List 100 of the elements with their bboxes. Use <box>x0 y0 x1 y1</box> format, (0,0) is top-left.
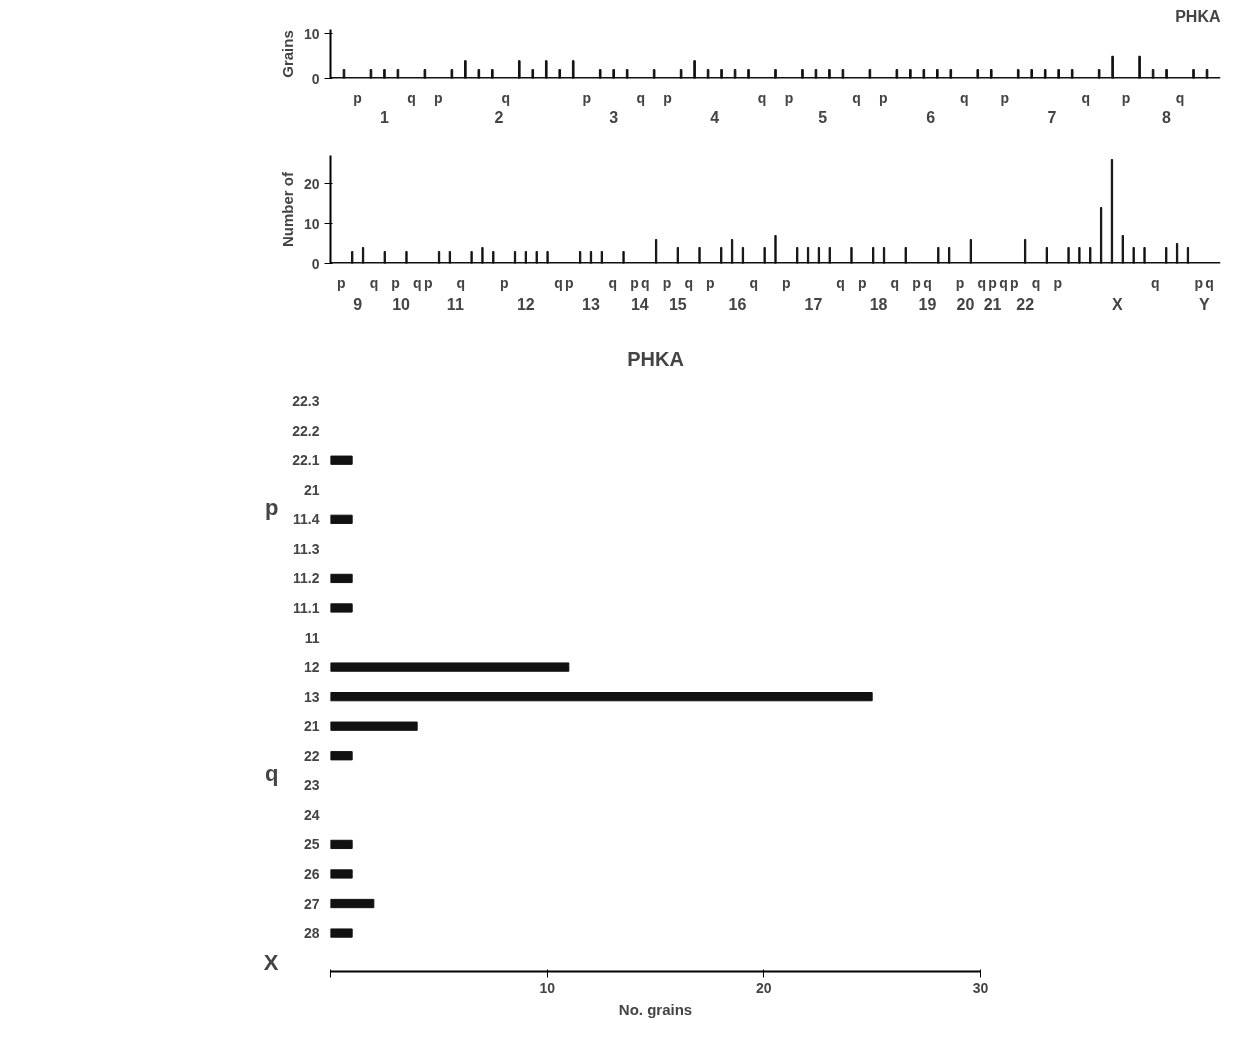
text: 7 <box>1047 108 1057 126</box>
chart-title: PHKA <box>627 347 684 370</box>
x-tick-label: q <box>684 274 693 291</box>
text: 14 <box>630 295 649 313</box>
y-tick-label: 13 <box>303 688 320 705</box>
text: 19 <box>918 295 937 313</box>
x-tick-label: p <box>434 89 443 106</box>
x-tick-label: p <box>662 274 672 291</box>
x-tick-label: q <box>836 274 845 291</box>
y-tick-label: 24 <box>303 806 320 823</box>
y-tick-label: 11.3 <box>293 540 320 557</box>
x-tick-label: q <box>960 89 969 106</box>
bar <box>330 751 353 761</box>
text: 3 <box>609 108 619 126</box>
y-tick-label: 21 <box>303 481 320 498</box>
x-tick-label: q <box>890 274 900 291</box>
y-tick-label: 11 <box>304 629 320 646</box>
y-tick-label: 25 <box>303 836 320 853</box>
bar <box>330 721 418 731</box>
y-tick-label: 26 <box>303 865 320 882</box>
chart-title: PHKA <box>1175 7 1221 25</box>
text: 20 <box>956 295 975 313</box>
x-tick-label: p <box>353 89 362 106</box>
text: 15 <box>668 295 687 313</box>
y-tick-label: 23 <box>303 777 320 794</box>
y-tick-label: 0 <box>311 255 320 272</box>
x-tick-label: p <box>1194 274 1204 291</box>
x-tick-label: q <box>640 274 650 291</box>
x-tick-label: p <box>706 274 715 291</box>
text: 16 <box>728 295 747 313</box>
bar <box>330 928 353 938</box>
x-tick-label: 10 <box>539 979 556 996</box>
x-tick-label: p <box>499 274 509 291</box>
text: 17 <box>804 295 823 313</box>
x-tick-label: q <box>1031 274 1041 291</box>
x-tick-label: q <box>1205 274 1214 291</box>
x-tick-label: q <box>554 274 563 291</box>
text: 10 <box>392 295 411 313</box>
x-tick-label: p <box>955 274 965 291</box>
y-tick-label: 22.1 <box>292 452 320 469</box>
x-tick-label: p <box>1000 89 1010 106</box>
x-tick-label: p <box>1010 274 1019 291</box>
x-tick-label: p <box>391 274 400 291</box>
x-tick-label: q <box>608 274 617 291</box>
text: 4 <box>710 108 720 126</box>
x-tick-label: q <box>999 274 1008 291</box>
x-axis-title: No. grains <box>618 1000 693 1018</box>
x-tick-label: q <box>923 274 932 291</box>
x-tick-label: p <box>663 89 672 106</box>
x-tick-label: p <box>782 274 791 291</box>
y-tick-label: 11.2 <box>293 570 320 587</box>
y-tick-label: 0 <box>311 70 320 87</box>
y-tick-label: 22.3 <box>292 393 320 410</box>
y-tick-label: 22.2 <box>292 422 320 439</box>
x-tick-label: 30 <box>972 979 989 996</box>
y-tick-label: 22 <box>303 747 320 764</box>
text: 6 <box>926 108 936 126</box>
text: 5 <box>818 108 828 126</box>
x-tick-label: p <box>879 89 888 106</box>
x-tick-label: 20 <box>756 979 772 996</box>
y-tick-label: 27 <box>303 895 320 912</box>
x-tick-label: p <box>912 274 921 291</box>
bar <box>330 662 570 672</box>
x-tick-label: q <box>501 89 511 106</box>
bar <box>330 692 873 702</box>
y-tick-label: 10 <box>303 25 320 42</box>
x-tick-label: q <box>413 274 422 291</box>
bar <box>330 573 353 584</box>
y-tick-label: 10 <box>303 215 320 232</box>
x-tick-label: q <box>852 89 861 106</box>
y-tick-label: 21 <box>303 718 320 735</box>
text: 18 <box>869 295 888 313</box>
bar <box>330 603 353 613</box>
text: X <box>1112 295 1124 313</box>
y-tick-label: 11.4 <box>293 511 320 528</box>
bar <box>330 455 353 465</box>
x-tick-label: p <box>565 274 574 291</box>
x-tick-label: q <box>1151 274 1160 291</box>
x-tick-label: p <box>1121 89 1131 106</box>
bar <box>330 839 353 850</box>
x-tick-label: q <box>456 274 466 291</box>
bar <box>330 514 353 524</box>
text: 22 <box>1016 295 1035 313</box>
x-tick-label: q <box>749 274 759 291</box>
text: 12 <box>516 295 535 313</box>
x-tick-label: p <box>1053 274 1062 291</box>
x-tick-label: p <box>423 274 433 291</box>
x-tick-label: q <box>407 89 416 106</box>
y-tick-label: 11.1 <box>293 599 320 616</box>
text: 8 <box>1162 108 1172 126</box>
text: 13 <box>582 295 600 313</box>
text: 2 <box>494 108 504 126</box>
x-tick-label: q <box>977 274 987 291</box>
y-axis-title: Grains <box>278 30 296 78</box>
y-tick-label: 20 <box>303 175 320 192</box>
text: Y <box>1198 295 1210 313</box>
bar <box>330 869 353 879</box>
text: 9 <box>353 295 363 313</box>
x-tick-label: p <box>988 274 997 291</box>
text: 1 <box>379 108 389 126</box>
